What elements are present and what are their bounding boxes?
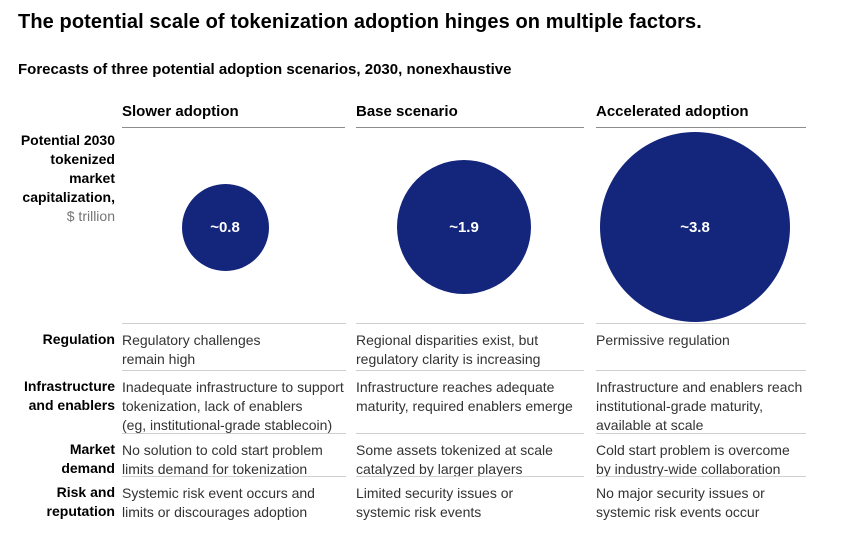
cell-infrastructure-accelerated: Infrastructure and enablers reach instit…: [596, 370, 806, 435]
cell-market-demand-accelerated: Cold start problem is overcome by indust…: [596, 433, 806, 479]
cell-risk-base: Limited security issues or systemic risk…: [356, 476, 584, 522]
factor-label: Risk and reputation: [46, 484, 115, 519]
column-header-base-scenario: Base scenario: [356, 103, 584, 128]
bubble-slower-adoption: ~0.8: [181, 183, 269, 271]
measure-label-unit: $ trillion: [66, 208, 115, 224]
bubble-value-label: ~3.8: [680, 218, 710, 236]
factor-label: Market demand: [61, 441, 115, 476]
cell-infrastructure-base: Infrastructure reaches adequate maturity…: [356, 370, 584, 416]
bubble-value-label: ~0.8: [210, 218, 240, 236]
cell-risk-accelerated: No major security issues or systemic ris…: [596, 476, 806, 522]
cell-regulation-base: Regional disparities exist, but regulato…: [356, 323, 584, 369]
cell-risk-slower: Systemic risk event occurs and limits or…: [122, 476, 346, 522]
page-subtitle: Forecasts of three potential adoption sc…: [18, 61, 512, 78]
page-title: The potential scale of tokenization adop…: [18, 11, 702, 33]
bubble-base-scenario: ~1.9: [397, 160, 531, 294]
factor-label: Infrastructure and enablers: [23, 378, 115, 413]
cell-market-demand-slower: No solution to cold start problem limits…: [122, 433, 346, 479]
cell-market-demand-base: Some assets tokenized at scale catalyzed…: [356, 433, 584, 479]
factor-label: Regulation: [42, 331, 115, 347]
column-header-accelerated-adoption: Accelerated adoption: [596, 103, 806, 128]
cell-regulation-slower: Regulatory challenges remain high: [122, 323, 346, 369]
bubble-accelerated-adoption: ~3.8: [600, 132, 790, 322]
cell-regulation-accelerated: Permissive regulation: [596, 323, 806, 350]
measure-label-main: Potential 2030 tokenized market capitali…: [20, 132, 115, 205]
bubble-value-label: ~1.9: [449, 218, 479, 236]
measure-label: Potential 2030 tokenized market capitali…: [0, 131, 115, 226]
column-header-slower-adoption: Slower adoption: [122, 103, 345, 128]
cell-infrastructure-slower: Inadequate infrastructure to support tok…: [122, 370, 346, 435]
